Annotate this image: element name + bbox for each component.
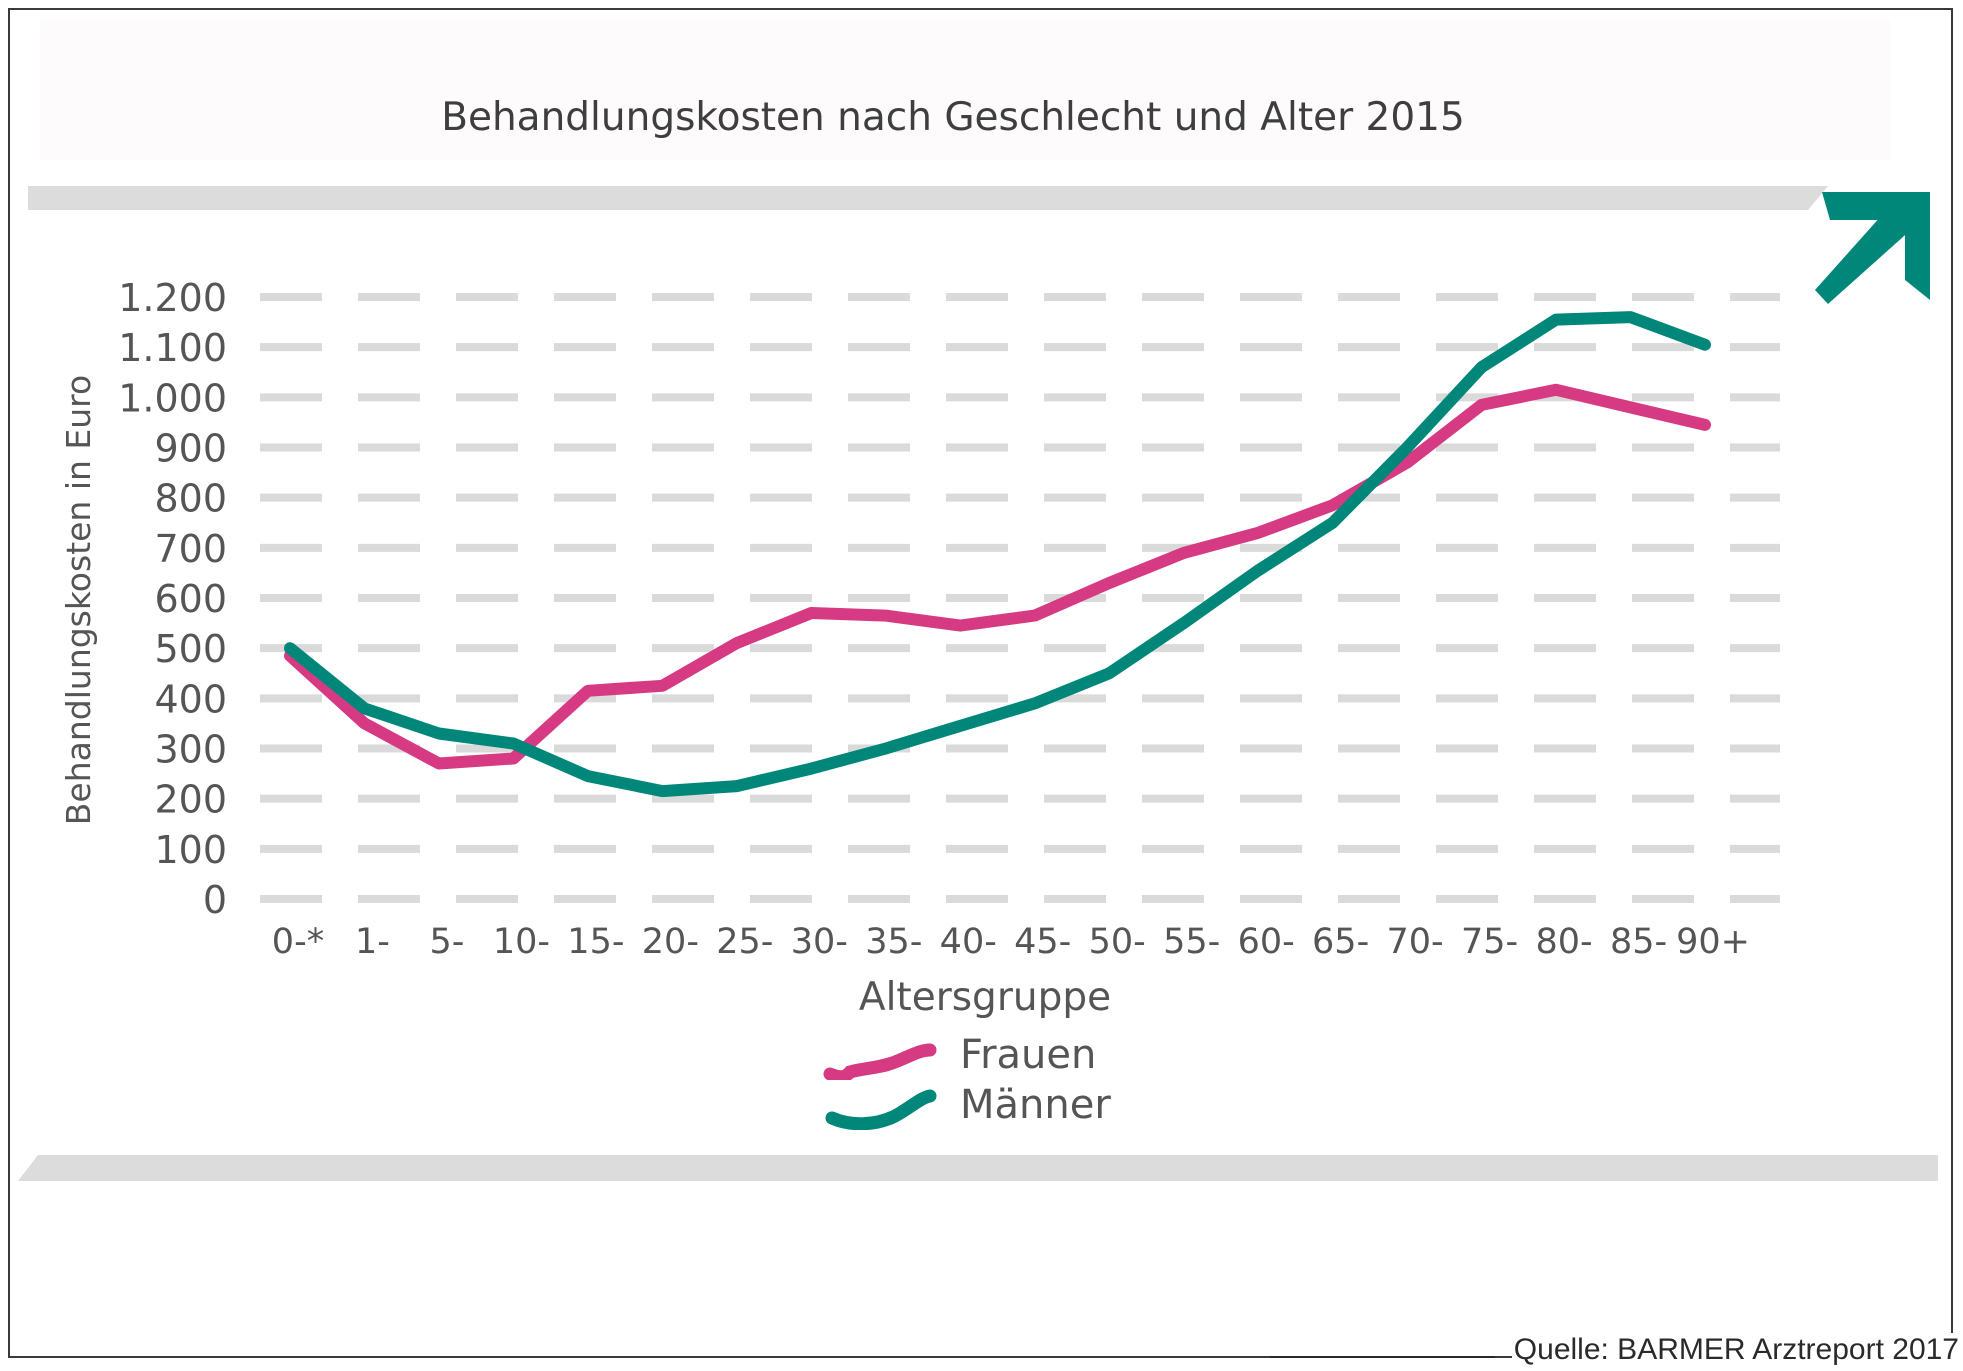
y-tick-label: 700 <box>154 527 227 571</box>
y-tick-label: 300 <box>154 728 227 772</box>
y-axis-label: Behandlungskosten in Euro <box>59 375 98 825</box>
x-tick-label: 30- <box>791 922 848 962</box>
legend-label-maenner: Männer <box>960 1082 1111 1128</box>
chart-title: Behandlungskosten nach Geschlecht und Al… <box>441 95 1465 140</box>
decorative-band-top <box>28 186 1828 210</box>
x-tick-labels: 0-* 1- 5- 10- 15- 20- 25- 30- 35- 40- 45- 50- 55- 60-… <box>272 922 1750 962</box>
legend-item-maenner: Männer <box>820 1080 1111 1130</box>
x-tick-label: 85- <box>1610 922 1667 962</box>
y-tick-label: 500 <box>154 627 227 671</box>
x-tick-label: 70- <box>1387 922 1444 962</box>
legend-label-frauen: Frauen <box>960 1032 1097 1078</box>
y-tick-label: 0 <box>203 878 227 922</box>
y-tick-labels: 0 100 200 300 400 500 600 700 800 900 1.000 1.100 1.… <box>118 276 227 922</box>
chart-title-container: Behandlungskosten nach Geschlecht und Al… <box>0 95 1920 140</box>
source-underline <box>1270 1356 1495 1358</box>
band-bottom-shape <box>18 1155 1938 1181</box>
x-tick-label: 75- <box>1461 922 1518 962</box>
y-tick-label: 600 <box>154 577 227 621</box>
arrow-shaft <box>1815 206 1913 304</box>
x-tick-label: 45- <box>1014 922 1071 962</box>
y-tick-label: 800 <box>154 477 227 521</box>
source-note: Quelle: BARMER Arztreport 2017 <box>1511 1333 1959 1367</box>
x-tick-label: 5- <box>429 922 464 962</box>
x-tick-label: 65- <box>1312 922 1369 962</box>
y-tick-label: 100 <box>154 828 227 872</box>
x-axis-label: Altersgruppe <box>859 975 1111 1020</box>
band-top-shape <box>28 186 1828 210</box>
x-tick-label: 40- <box>940 922 997 962</box>
x-tick-label: 15- <box>567 922 624 962</box>
y-tick-label: 1.200 <box>118 276 227 320</box>
x-tick-label: 90+ <box>1676 922 1750 962</box>
y-tick-label: 1.000 <box>118 376 227 420</box>
x-tick-label: 10- <box>493 922 550 962</box>
legend-swatch-frauen <box>823 1043 937 1080</box>
x-tick-label: 25- <box>716 922 773 962</box>
arrow-up-right-icon <box>1815 192 1930 304</box>
legend-stroke-frauen <box>823 1043 937 1080</box>
x-tick-label: 50- <box>1089 922 1146 962</box>
title-background <box>40 20 1890 160</box>
legend-stroke-maenner <box>825 1089 937 1130</box>
legend-item-frauen: Frauen <box>820 1030 1096 1080</box>
series-layer <box>284 311 1711 798</box>
x-tick-label: 35- <box>865 922 922 962</box>
x-tick-label: 20- <box>642 922 699 962</box>
x-tick-label: 0-* <box>272 922 324 962</box>
series-line-maenner <box>284 311 1711 798</box>
x-tick-label: 80- <box>1535 922 1592 962</box>
x-tick-label: 1- <box>355 922 390 962</box>
x-tick-label: 60- <box>1238 922 1295 962</box>
y-tick-label: 900 <box>154 427 227 471</box>
y-tick-label: 400 <box>154 677 227 721</box>
legend-swatch-maenner <box>825 1089 937 1130</box>
y-tick-label: 1.100 <box>118 326 227 370</box>
x-tick-label: 55- <box>1163 922 1220 962</box>
y-tick-label: 200 <box>154 778 227 822</box>
decorative-band-bottom <box>18 1155 1938 1181</box>
